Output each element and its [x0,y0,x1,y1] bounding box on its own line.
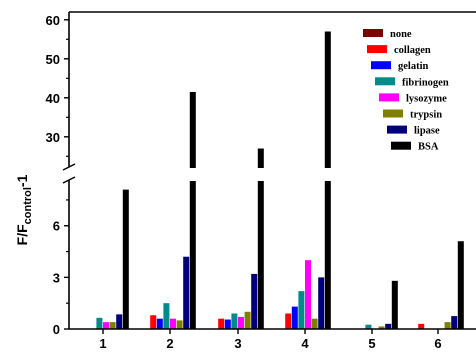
y-tick-label: 40 [46,91,60,106]
bar-gelatin-4 [291,306,298,329]
bar-fibrinogen-1 [96,317,103,329]
bar-BSA-4-lower [324,181,331,329]
bar-lipase-3 [251,273,258,329]
y-tick-label: 0 [53,322,60,337]
axis-break-mark [62,163,76,171]
legend-swatch-lipase [387,125,407,134]
legend-label-lysozyme: lysozyme [406,93,447,104]
bar-lysozyme-4 [305,260,311,329]
legend-swatch-collagen [367,45,387,54]
legend-swatch-fibrinogen [375,77,395,86]
bar-collagen-6 [418,323,425,329]
bar-gelatin-3 [224,319,231,329]
legend-label-BSA: BSA [418,142,439,153]
bar-lipase-5 [385,323,392,329]
bar-collagen-3 [218,318,225,329]
y-tick-label: 30 [46,130,60,145]
y-tick-label: 3 [53,270,60,285]
y-tick-label: 50 [46,52,60,67]
y-tick-label: 60 [46,13,60,28]
legend-swatch-trypsin [383,109,403,118]
bar-lysozyme-2 [170,318,176,329]
legend-label-none: none [390,29,412,40]
x-tick-label: 1 [99,336,106,351]
legend-label-lipase: lipase [414,126,440,137]
bar-collagen-2 [150,315,157,329]
bar-trypsin-4 [311,318,318,329]
bar-lipase-6 [451,316,458,329]
y-axis-label: F/Fcontrol-1 [14,174,34,245]
legend-label-gelatin: gelatin [398,61,428,72]
legend-label-collagen: collagen [394,45,431,56]
bar-collagen-4 [285,313,292,329]
y-tick-label: 6 [53,219,60,234]
legend-swatch-lysozyme [379,93,399,102]
bar-fibrinogen-5 [365,324,372,329]
x-tick-label: 2 [166,336,173,351]
legend-label-trypsin: trypsin [410,110,442,121]
bar-lipase-4 [318,277,325,329]
bar-trypsin-5 [378,326,385,329]
legend: none collagen gelatin fibrinogen lysozyme try… [363,29,449,153]
bar-BSA-4-upper [324,31,331,168]
bar-fibrinogen-3 [231,313,238,329]
x-tick-label: 4 [301,336,309,351]
bar-lipase-1 [116,314,123,329]
bar-BSA-3-upper [257,148,264,168]
x-tick-label: 6 [434,336,441,351]
bar-BSA-3-lower [257,181,264,329]
legend-label-fibrinogen: fibrinogen [402,77,449,88]
ticks: 0 3 6 30 40 50 60 1 2 3 4 5 6 [46,13,442,351]
axis-break-mark [62,176,76,184]
legend-swatch-none [363,29,383,37]
bar-BSA-5 [391,280,398,329]
legend-swatch-BSA [391,141,411,150]
bar-trypsin-3 [244,311,251,329]
bar-BSA-6 [457,241,464,329]
bar-fibrinogen-2 [163,303,170,329]
bars [96,31,464,329]
axes [62,11,476,330]
bar-lysozyme-1 [103,322,109,329]
bar-trypsin-2 [176,320,183,329]
bar-gelatin-2 [156,318,163,329]
bar-trypsin-1 [109,322,116,329]
bar-BSA-2-upper [189,91,196,168]
bar-fibrinogen-4 [298,291,305,329]
bar-lysozyme-3 [238,316,244,329]
bar-lipase-2 [183,256,190,329]
bar-trypsin-6 [444,322,451,329]
bar-BSA-1 [122,189,129,329]
x-tick-label: 3 [234,336,241,351]
x-tick-label: 5 [368,336,375,351]
bar-BSA-2-lower [189,181,196,329]
legend-swatch-gelatin [371,61,391,70]
